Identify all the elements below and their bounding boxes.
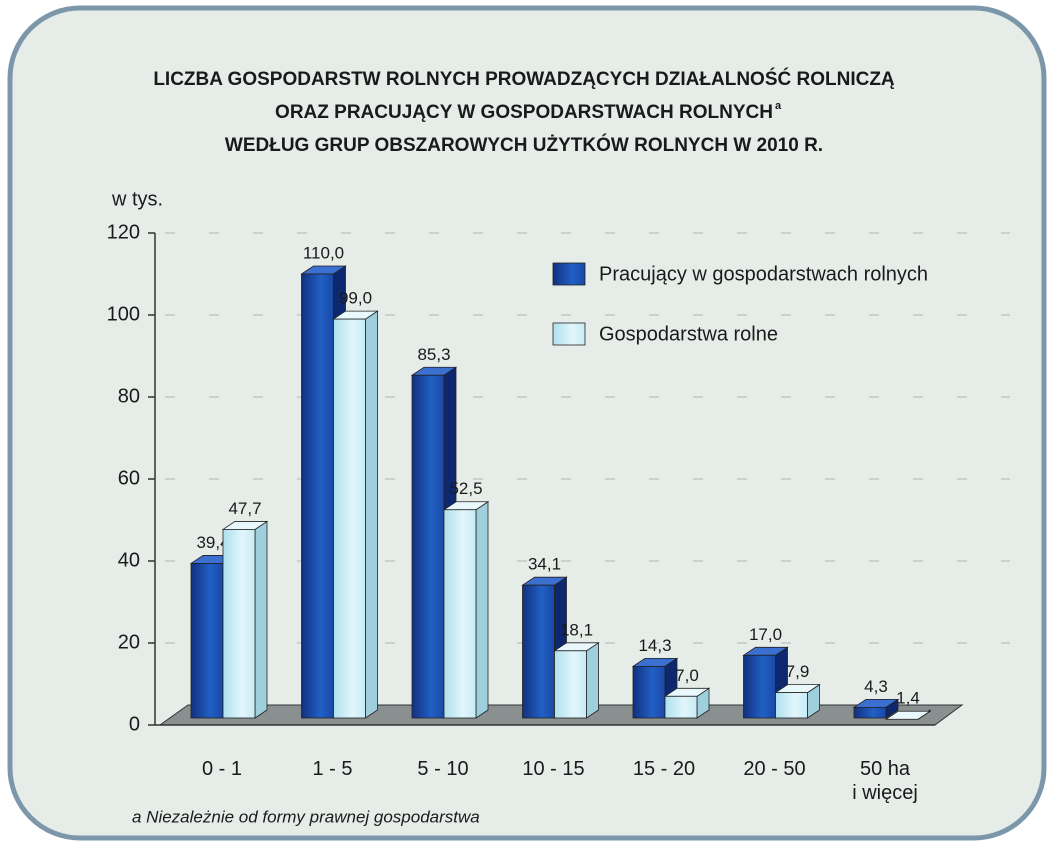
legend-swatch	[552, 322, 586, 346]
value-label: 110,0	[303, 243, 344, 262]
bar	[221, 520, 269, 719]
chart-title: LICZBA GOSPODARSTW ROLNYCH PROWADZĄCYCH …	[153, 68, 895, 90]
y-tick-label: 80	[118, 385, 140, 407]
bar	[553, 642, 600, 719]
value-label: 85,3	[417, 345, 450, 364]
bar-face	[411, 374, 445, 719]
bar	[332, 310, 379, 719]
bar-face	[853, 706, 887, 719]
title-note: a	[775, 100, 782, 112]
x-tick-label: 15 - 20	[632, 758, 696, 780]
bar	[742, 646, 789, 719]
x-tick-label: 5 - 10	[417, 758, 469, 780]
y-tick-label: 20	[118, 631, 140, 653]
value-label: 34,1	[528, 555, 561, 574]
y-tick-label: 0	[129, 713, 140, 735]
y-tick-label: 120	[107, 221, 140, 243]
bar-face	[475, 501, 489, 719]
bar-face	[664, 695, 698, 719]
bar-face	[586, 642, 599, 719]
value-label: 52,5	[449, 479, 482, 498]
bar-face	[775, 692, 808, 719]
y-tick-label: 60	[118, 467, 140, 489]
value-label: 7,9	[786, 662, 810, 681]
bar-face	[365, 310, 378, 719]
x-tick-label: 20 - 50	[743, 758, 806, 780]
bar-face	[333, 318, 366, 719]
legend-swatch	[552, 262, 586, 286]
value-label: 47,7	[228, 499, 261, 518]
bar-face	[190, 563, 224, 719]
bar-face	[443, 509, 477, 719]
x-tick-label: 50 ha i więcej	[852, 758, 918, 804]
value-label: 14,3	[638, 636, 671, 655]
frame	[7, 5, 1047, 841]
legend-label: Pracujący w gospodarstwach rolnych	[599, 263, 928, 285]
y-tick-label: 100	[107, 303, 140, 325]
bar-face	[522, 584, 555, 719]
bar-face	[743, 654, 776, 719]
x-tick-label: 0 - 1	[201, 758, 243, 780]
value-label: 4,3	[864, 677, 888, 696]
x-tick-label: 10 - 15	[522, 758, 585, 780]
bar-face	[554, 650, 587, 719]
bar-face	[632, 665, 666, 719]
bar-face	[222, 529, 256, 719]
value-label: 7,0	[675, 666, 699, 685]
bar-face	[884, 710, 932, 720]
footnote: a Niezależnie od formy prawnej gospodars…	[132, 807, 480, 826]
bar	[663, 687, 711, 719]
y-axis-label: w tys.	[111, 188, 163, 210]
bar-face	[301, 273, 334, 719]
x-tick-label: 1 - 5	[312, 758, 353, 780]
legend-label: Gospodarstwa rolne	[599, 323, 778, 345]
bar	[774, 683, 821, 719]
value-label: 17,0	[749, 625, 782, 644]
bar	[884, 709, 932, 721]
bar-face	[254, 520, 268, 719]
bar	[442, 501, 490, 719]
chart-title: ORAZ PRACUJĄCY W GOSPODARSTWACH ROLNYCH	[275, 102, 773, 123]
value-label: 18,1	[560, 620, 593, 639]
bar	[852, 698, 900, 719]
value-label: 1,4	[896, 689, 920, 708]
y-tick-label: 40	[118, 549, 140, 571]
value-label: 39,4	[196, 533, 229, 552]
value-label: 99,0	[339, 289, 372, 308]
chart-title: WEDŁUG GRUP OBSZAROWYCH UŻYTKÓW ROLNYCH …	[225, 134, 823, 156]
